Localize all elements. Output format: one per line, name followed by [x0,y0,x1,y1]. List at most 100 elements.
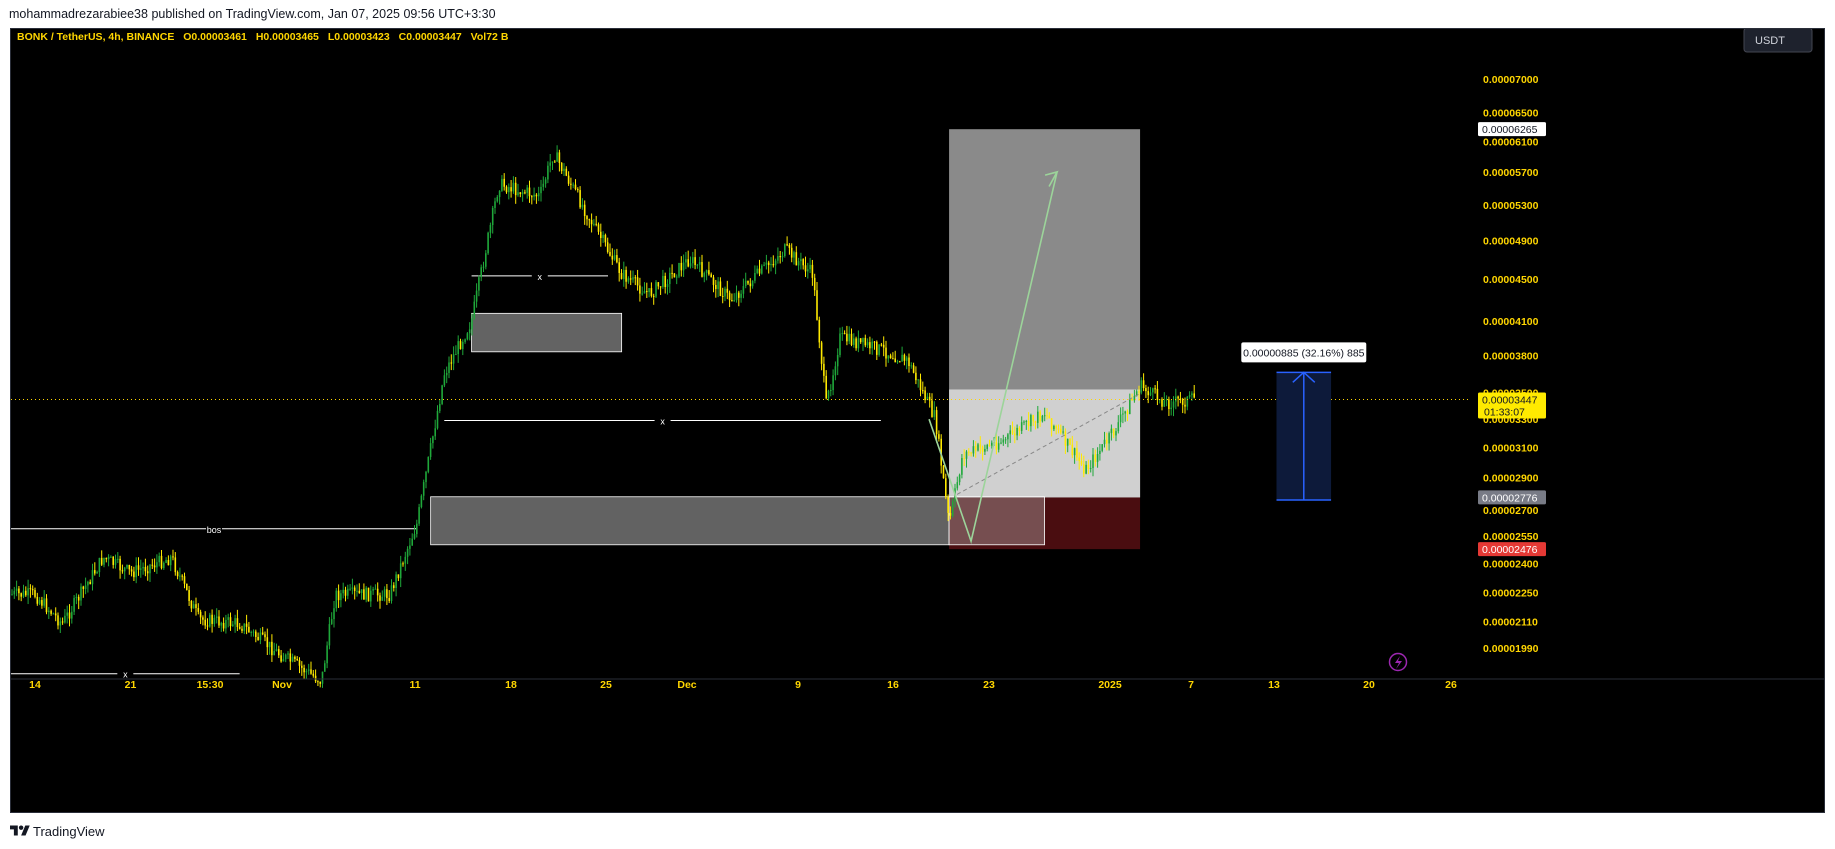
candle-body [464,339,466,342]
candle-body [1046,415,1048,417]
candle-body [650,288,653,296]
candle-body [563,168,565,172]
candle-body [991,442,993,446]
candle-body [715,284,717,290]
candle-body [834,366,837,376]
candle-body [1112,428,1115,436]
candle-body [1083,464,1085,474]
candle-body [445,372,448,376]
candle-body [303,667,305,673]
candle-body [298,660,301,666]
candle-body [804,265,807,272]
candle-body [123,567,126,572]
candle-body [457,341,459,355]
candle-body [784,244,786,256]
candle-body [721,295,724,297]
zones-layer [430,129,1141,550]
candle-body [1152,388,1154,393]
candle-body [282,659,285,662]
candle-body [979,444,982,448]
measure-label: 0.00000885 (32.16%) 885 [1243,347,1365,359]
candle-body [1145,388,1147,392]
candle-body [151,564,154,566]
candle-body [468,329,471,334]
candle-body [841,333,844,335]
measure-label-bg [1241,342,1367,363]
candle-body [1122,413,1124,415]
candle-body [961,458,963,475]
candle-body [363,589,365,600]
candle-body [266,637,269,648]
candle-body [685,259,687,263]
candle-body [144,566,147,572]
chart-frame[interactable]: bos x x x 0.00000885 (32.16%) 885 BONK / Te… [10,27,1825,813]
candle-body [779,256,781,258]
candle-body [542,183,545,187]
candle-body [264,634,266,638]
candle-body [413,534,416,539]
price-axis[interactable]: 0.00007000 0.00006500 0.00006100 0.00005700… [1483,74,1539,655]
candle-body [296,659,298,661]
candle-body [602,234,604,239]
candle-body [885,347,887,359]
candle-body [1099,450,1101,455]
candle-body [1011,430,1014,434]
candle-body [388,598,390,602]
chart-background [11,29,1824,812]
candle-body [188,590,190,601]
time-axis[interactable]: 14 21 15:30 Nov 11 18 25 Dec 9 16 23 2025 7 13 20 26 [11,678,1824,691]
candle-body [489,225,492,233]
candle-body [747,280,749,284]
candle-body [105,557,108,560]
candle-body [395,574,397,589]
candle-body [305,670,308,673]
candle-body [473,301,476,319]
lightning-icon[interactable] [1388,652,1408,672]
candle-body [905,357,908,361]
candle-body [1069,438,1071,445]
candle-body [87,581,89,586]
candle-body [855,338,857,349]
tradingview-logo-icon [10,825,30,836]
candle-body [328,624,331,646]
level-label-0: bos [207,525,222,535]
candle-body [160,555,163,569]
candle-body [192,604,195,609]
candle-body [301,665,303,668]
candle-body [333,608,335,620]
price-chart[interactable]: bos x x x 0.00000885 (32.16%) 885 BONK / Te… [11,27,1824,812]
candle-body [1106,439,1108,444]
candle-body [609,251,611,256]
candle-body [887,355,890,359]
candle-body [232,624,234,627]
candle-body [942,465,945,479]
candle-body [487,232,489,254]
candle-body [96,572,98,574]
candle-body [169,556,172,566]
candle-body [248,626,250,633]
candle-body [694,257,696,266]
candle-body [570,183,572,185]
footer-brand: TradingView [33,824,105,839]
candle-body [524,192,526,194]
candle-body [639,285,641,294]
candle-body [434,428,436,437]
candle-body [924,390,926,401]
level-label-2: x [660,417,665,427]
candle-body [220,622,223,626]
x-tick-label: 15:30 [197,679,224,691]
candle-body [236,618,239,627]
candle-body [1115,431,1117,436]
currency-button[interactable]: USDT [1743,27,1813,53]
candle-body [853,338,855,345]
candle-body [356,590,358,592]
candle-body [802,259,804,266]
projection-arrow [928,171,1058,545]
candle-body [13,590,16,595]
x-tick-label: 26 [1445,679,1457,691]
candle-body [1030,415,1032,427]
candle-body [728,292,731,301]
candle-body [218,616,220,626]
demand_zone_1 [471,312,623,353]
candle-body [1018,427,1021,431]
